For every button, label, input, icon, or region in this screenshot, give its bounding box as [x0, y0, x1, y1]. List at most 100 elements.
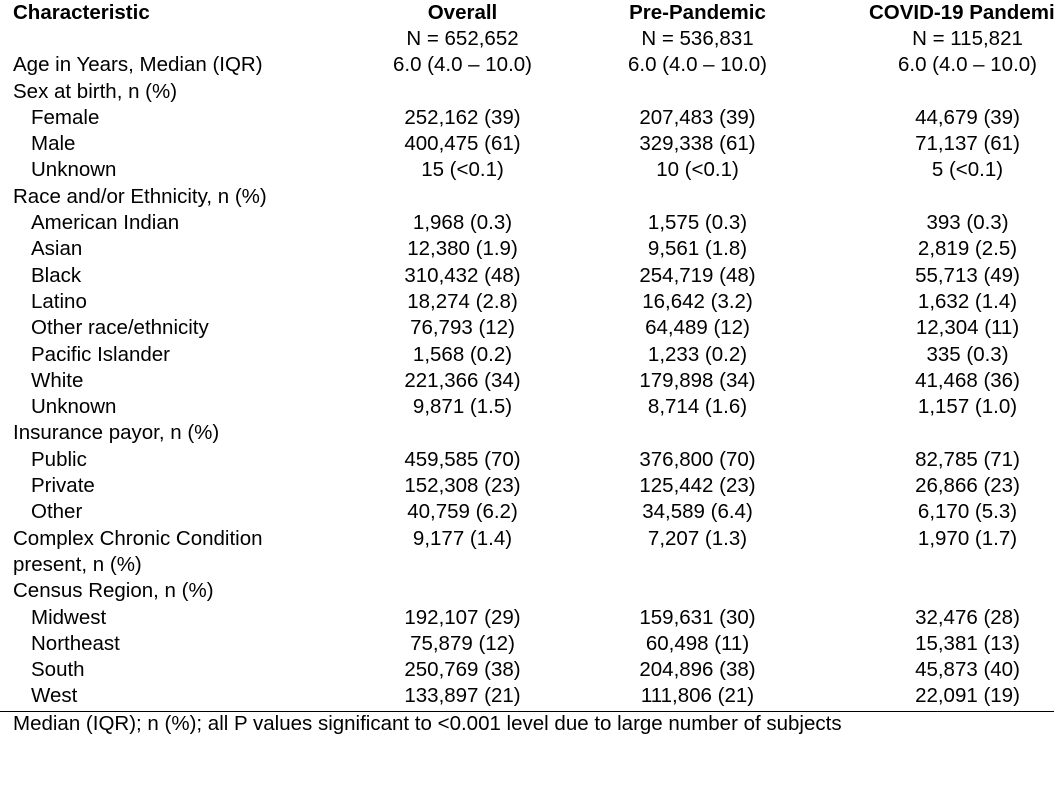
row-label: Census Region, n (%)	[13, 579, 214, 603]
row-label: Other	[31, 500, 83, 524]
table-row: Complex Chronic Condition 9,177 (1.4) 7,20…	[0, 526, 1054, 552]
table-row: Midwest 192,107 (29) 159,631 (30) 32,476 (2…	[0, 605, 1054, 631]
cell-overall	[375, 420, 550, 446]
cell-overall: 310,432 (48)	[404, 263, 521, 287]
cell-overall: 1,968 (0.3)	[412, 211, 513, 235]
row-label: Asian	[31, 237, 83, 261]
table-row: White 221,366 (34) 179,898 (34) 41,468 (36)	[0, 368, 1054, 394]
characteristics-table: Characteristic Overall Pre-Pandemic COVI…	[0, 0, 1054, 709]
cell-covid-pandemic: 45,873 (40)	[915, 658, 1020, 682]
cell-pre-pandemic	[550, 184, 845, 210]
cell-pre-pandemic: 60,498 (11)	[645, 631, 750, 655]
cell-pre-pandemic: 1,575 (0.3)	[647, 211, 748, 235]
cell-covid-pandemic: 6.0 (4.0 – 10.0)	[897, 53, 1038, 77]
row-label: Latino	[31, 289, 87, 313]
cell-overall: 75,879 (12)	[410, 631, 515, 655]
table-row: Private 152,308 (23) 125,442 (23) 26,866 (2…	[0, 473, 1054, 499]
cell-pre-pandemic	[550, 578, 845, 604]
table-row: South 250,769 (38) 204,896 (38) 45,873 (40)	[0, 657, 1054, 683]
row-label: South	[31, 658, 85, 682]
cell-overall: 152,308 (23)	[404, 474, 521, 498]
table-row: Insurance payor, n (%)	[0, 420, 1054, 446]
row-label: Unknown	[31, 158, 117, 182]
cell-covid-pandemic: 5 (<0.1)	[931, 158, 1004, 182]
row-label: Race and/or Ethnicity, n (%)	[13, 184, 267, 208]
header-title-row: Characteristic Overall Pre-Pandemic COVI…	[0, 0, 1054, 26]
cell-pre-pandemic: 64,489 (12)	[645, 316, 750, 340]
cell-covid-pandemic	[845, 578, 1054, 604]
cell-overall: 12,380 (1.9)	[407, 237, 518, 261]
cell-overall: 252,162 (39)	[404, 105, 521, 129]
cell-covid-pandemic: 15,381 (13)	[915, 631, 1020, 655]
row-label: Public	[31, 447, 87, 471]
cell-pre-pandemic: 1,233 (0.2)	[647, 342, 748, 366]
row-label: Midwest	[31, 605, 107, 629]
cell-covid-pandemic: 335 (0.3)	[926, 342, 1009, 366]
cell-pre-pandemic: 254,719 (48)	[639, 263, 756, 287]
cell-overall: 1,568 (0.2)	[412, 342, 513, 366]
table-row: Asian 12,380 (1.9) 9,561 (1.8) 2,819 (2.5)	[0, 236, 1054, 262]
cell-pre-pandemic: 16,642 (3.2)	[642, 289, 753, 313]
header-n-overall: N = 652,652	[406, 27, 519, 50]
table-body: Age in Years, Median (IQR) 6.0 (4.0 – 10.…	[0, 52, 1054, 709]
cell-pre-pandemic: 8,714 (1.6)	[647, 395, 748, 419]
cell-overall: 40,759 (6.2)	[407, 500, 518, 524]
row-label: Black	[31, 263, 82, 287]
cell-covid-pandemic	[845, 420, 1054, 446]
cell-covid-pandemic: 32,476 (28)	[915, 605, 1020, 629]
cell-covid-pandemic: 41,468 (36)	[915, 368, 1020, 392]
cell-overall	[375, 79, 550, 105]
cell-covid-pandemic: 82,785 (71)	[915, 447, 1020, 471]
cell-pre-pandemic: 7,207 (1.3)	[647, 526, 748, 550]
table-footnote: Median (IQR); n (%); all P values signif…	[13, 711, 842, 735]
row-label: Northeast	[31, 631, 120, 655]
cell-overall: 400,475 (61)	[404, 132, 521, 156]
table-row: Black 310,432 (48) 254,719 (48) 55,713 (49)	[0, 263, 1054, 289]
header-n-blank	[0, 26, 375, 52]
row-label: Other race/ethnicity	[31, 316, 209, 340]
row-label: White	[31, 368, 84, 392]
table-row: Race and/or Ethnicity, n (%)	[0, 184, 1054, 210]
table-row: present, n (%)	[0, 552, 1054, 578]
table-row: West 133,897 (21) 111,806 (21) 22,091 (19)	[0, 683, 1054, 709]
table-row: Other 40,759 (6.2) 34,589 (6.4) 6,170 (5.3)	[0, 499, 1054, 525]
cell-overall	[375, 578, 550, 604]
cell-overall: 133,897 (21)	[404, 684, 521, 708]
row-label: Female	[31, 105, 100, 129]
cell-covid-pandemic: 26,866 (23)	[915, 474, 1020, 498]
cell-covid-pandemic: 71,137 (61)	[915, 132, 1020, 156]
cell-overall	[375, 552, 550, 578]
row-label: West	[31, 684, 78, 708]
table-row: Census Region, n (%)	[0, 578, 1054, 604]
table-row: Sex at birth, n (%)	[0, 79, 1054, 105]
header-covid-pandemic: COVID-19 Pandemic	[868, 1, 1054, 24]
row-label: American Indian	[31, 211, 180, 235]
cell-pre-pandemic: 111,806 (21)	[640, 684, 755, 708]
cell-pre-pandemic	[550, 420, 845, 446]
header-overall: Overall	[427, 1, 498, 24]
cell-overall: 76,793 (12)	[410, 316, 515, 340]
header-characteristic: Characteristic	[13, 1, 150, 24]
table-row: Unknown 15 (<0.1) 10 (<0.1) 5 (<0.1)	[0, 157, 1054, 183]
row-label: Pacific Islander	[31, 342, 171, 366]
cell-covid-pandemic: 1,157 (1.0)	[917, 395, 1018, 419]
cell-overall: 192,107 (29)	[404, 605, 521, 629]
cell-pre-pandemic: 159,631 (30)	[639, 605, 756, 629]
header-n-pre-pandemic: N = 536,831	[641, 27, 754, 50]
cell-pre-pandemic: 6.0 (4.0 – 10.0)	[627, 53, 768, 77]
table-row: Public 459,585 (70) 376,800 (70) 82,785 (71…	[0, 447, 1054, 473]
table-row: Latino 18,274 (2.8) 16,642 (3.2) 1,632 (1.4…	[0, 289, 1054, 315]
cell-covid-pandemic: 1,632 (1.4)	[917, 289, 1018, 313]
cell-covid-pandemic: 393 (0.3)	[926, 211, 1009, 235]
cell-covid-pandemic	[845, 552, 1054, 578]
header-n-row: N = 652,652 N = 536,831 N = 115,821	[0, 26, 1054, 52]
cell-covid-pandemic: 2,819 (2.5)	[917, 237, 1018, 261]
cell-pre-pandemic: 9,561 (1.8)	[647, 237, 748, 261]
cell-covid-pandemic	[845, 79, 1054, 105]
cell-covid-pandemic: 55,713 (49)	[915, 263, 1020, 287]
table-row: Northeast 75,879 (12) 60,498 (11) 15,381 (1…	[0, 631, 1054, 657]
row-label: Insurance payor, n (%)	[13, 421, 220, 445]
row-label: Age in Years, Median (IQR)	[13, 53, 263, 77]
row-label: Unknown	[31, 395, 117, 419]
cell-overall: 9,871 (1.5)	[412, 395, 513, 419]
